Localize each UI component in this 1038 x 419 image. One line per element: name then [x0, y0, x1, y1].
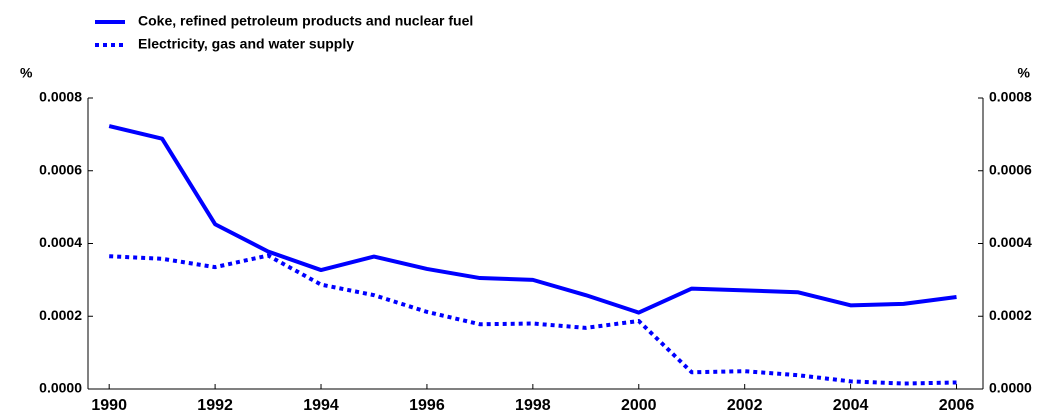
y2-tick-label: 0.0004: [989, 234, 1032, 250]
y2-tick-label: 0.0002: [989, 307, 1032, 323]
line-series: [109, 253, 957, 386]
x-tick-label: 1990: [91, 397, 127, 414]
y-tick-label: 0.0006: [39, 161, 82, 177]
x-tick-label: 1998: [515, 397, 551, 414]
y-tick-label: 0.0008: [39, 89, 82, 105]
y2-tick-label: 0.0006: [989, 161, 1032, 177]
y-tick-label: 0.0002: [39, 307, 82, 323]
x-tick-label: 2000: [621, 397, 657, 414]
legend-label: Coke, refined petroleum products and nuc…: [138, 13, 473, 29]
y-tick-label: 0.0004: [39, 234, 82, 250]
x-tick-label: 1992: [197, 397, 233, 414]
x-tick-label: 2002: [727, 397, 763, 414]
y-axis-label: %: [20, 65, 33, 81]
y2-axis-label: %: [1018, 65, 1031, 81]
y2-tick-label: 0.0000: [989, 380, 1032, 396]
x-tick-label: 2006: [939, 397, 975, 414]
x-tick-label: 1996: [409, 397, 445, 414]
y2-tick-label: 0.0008: [989, 89, 1032, 105]
x-tick-label: 1994: [303, 397, 339, 414]
y-tick-label: 0.0000: [39, 380, 82, 396]
x-tick-label: 2004: [833, 397, 869, 414]
line-series: [108, 124, 957, 315]
legend-label: Electricity, gas and water supply: [138, 36, 354, 52]
